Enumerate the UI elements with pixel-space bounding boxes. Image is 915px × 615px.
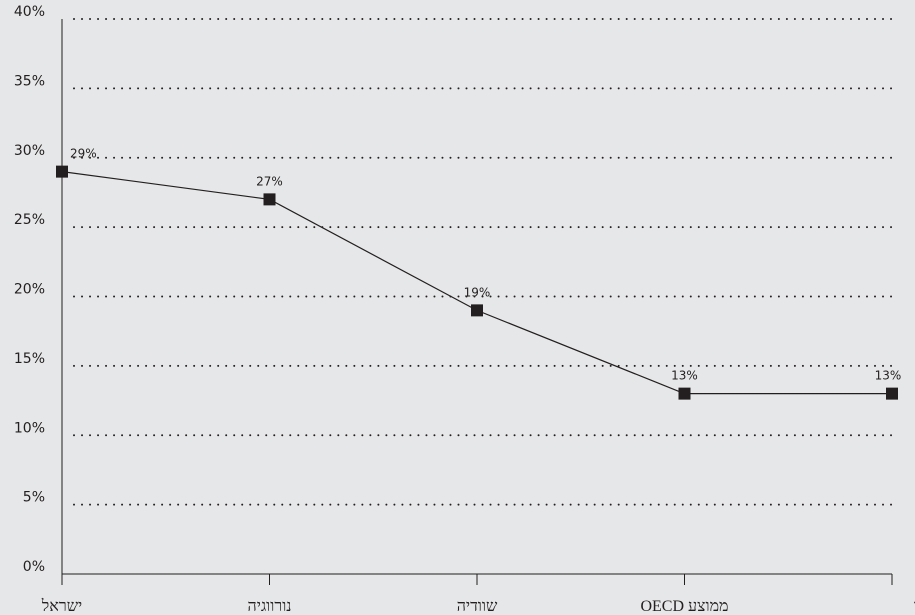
- data-label: 19%: [464, 285, 491, 299]
- y-tick-label: 25%: [14, 212, 45, 228]
- series-markers: [56, 165, 898, 400]
- x-tick-label: שוודיה: [457, 598, 498, 615]
- y-tick-label: 20%: [14, 282, 45, 298]
- data-label: 13%: [875, 369, 902, 383]
- x-tick-label: ישראל: [41, 597, 82, 615]
- y-tick-label: 35%: [14, 73, 45, 89]
- y-tick-label: 0%: [23, 559, 45, 575]
- y-tick-label: 10%: [14, 420, 45, 436]
- series-line-group: [61, 171, 892, 395]
- x-tick-label: ממוצע OECD: [640, 598, 728, 615]
- x-tick-label: נורווגיה: [247, 598, 291, 615]
- data-label: 27%: [256, 174, 283, 188]
- data-point-marker: [678, 387, 691, 400]
- y-axis-tick-labels: 0% 5% 10% 15% 20% 25% 30% 35% 40%: [14, 4, 45, 575]
- y-tick-label: 40%: [14, 4, 45, 20]
- data-point-marker: [471, 304, 483, 317]
- data-label: 13%: [671, 369, 698, 383]
- y-tick-label: 5%: [23, 490, 45, 506]
- data-label: 29%: [70, 147, 97, 161]
- data-point-marker: [886, 387, 898, 400]
- axes: [61, 19, 893, 585]
- gridlines: [73, 18, 896, 506]
- data-labels: 29% 27% 19% 13% 13%: [70, 147, 901, 383]
- series-line: [61, 171, 892, 395]
- data-point-marker: [263, 193, 276, 206]
- y-tick-label: 30%: [14, 143, 45, 159]
- data-point-marker: [56, 165, 68, 178]
- y-tick-label: 15%: [14, 351, 45, 367]
